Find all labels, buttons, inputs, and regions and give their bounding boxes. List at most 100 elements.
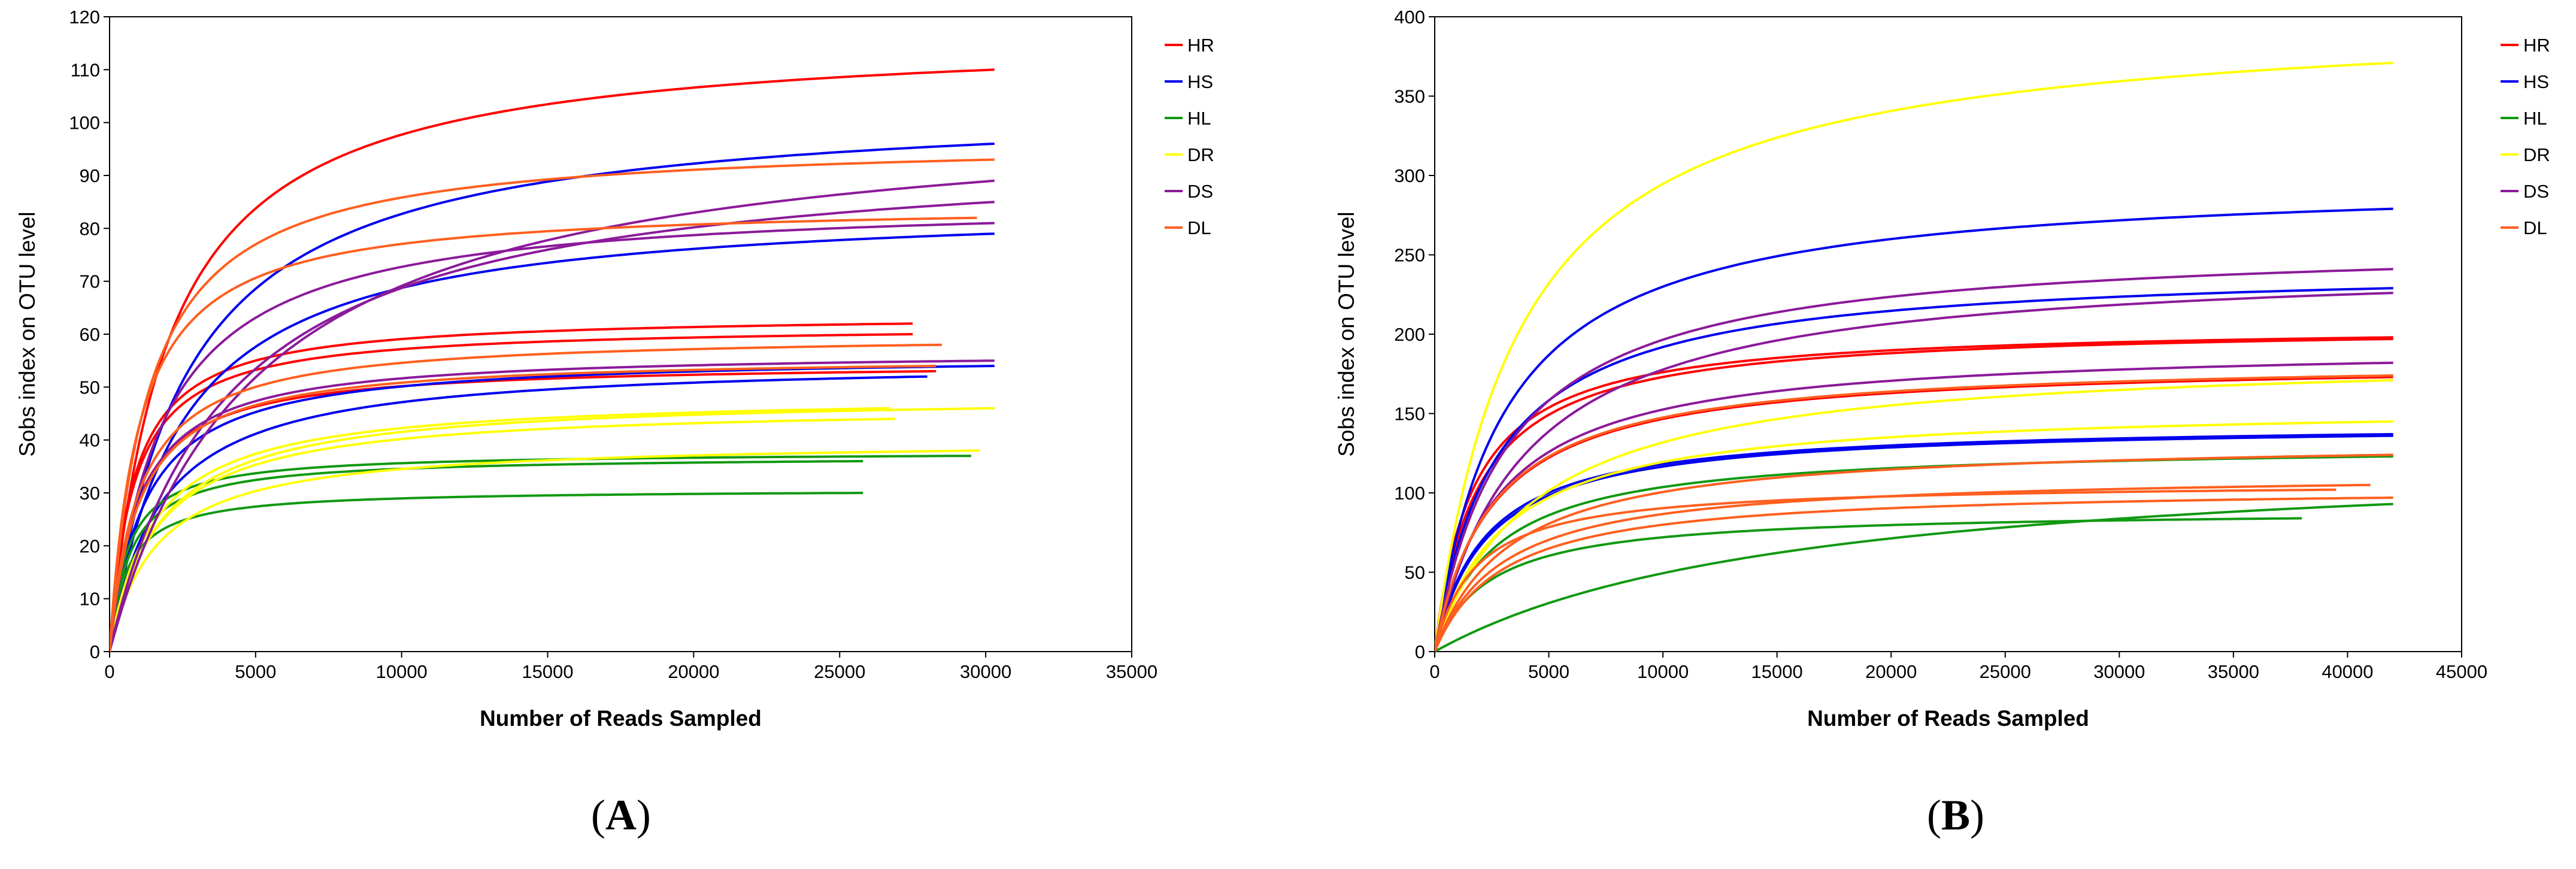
series-line-hs bbox=[110, 375, 928, 652]
legend-label-hl: HL bbox=[1187, 108, 1211, 129]
y-tick-label: 30 bbox=[80, 483, 100, 504]
series-line-dr bbox=[110, 407, 995, 652]
series-line-dl bbox=[110, 216, 977, 652]
series-line-hr bbox=[110, 333, 913, 652]
legend-label-hs: HS bbox=[2523, 71, 2549, 92]
series-line-hs bbox=[1435, 434, 2393, 652]
legend-label-hr: HR bbox=[1187, 35, 1214, 56]
x-tick-label: 45000 bbox=[2436, 661, 2487, 682]
y-tick-label: 350 bbox=[1394, 86, 1425, 107]
y-tick-label: 40 bbox=[80, 430, 100, 451]
series-line-dr bbox=[110, 407, 890, 652]
x-tick-label: 40000 bbox=[2322, 661, 2373, 682]
plot-frame bbox=[109, 16, 1132, 652]
x-tick-label: 30000 bbox=[2093, 661, 2145, 682]
series-line-dl bbox=[1435, 483, 2371, 652]
x-tick-label: 15000 bbox=[1751, 661, 1803, 682]
series-line-hl bbox=[110, 455, 971, 652]
legend-label-ds: DS bbox=[1187, 181, 1213, 202]
series-line-dl bbox=[1435, 453, 2393, 652]
x-tick-label: 30000 bbox=[960, 661, 1011, 682]
y-tick-label: 110 bbox=[71, 59, 100, 80]
y-tick-label: 10 bbox=[80, 589, 100, 610]
series-line-dl bbox=[1435, 488, 2336, 652]
legend-label-dr: DR bbox=[1187, 144, 1214, 165]
y-tick-label: 250 bbox=[1394, 245, 1425, 266]
series-line-hl bbox=[1435, 502, 2393, 652]
y-tick-label: 80 bbox=[80, 218, 100, 239]
series-line-dl bbox=[1435, 374, 2393, 652]
series-line-hr bbox=[1435, 338, 2393, 652]
x-axis-title: Number of Reads Sampled bbox=[1807, 706, 2089, 731]
series-line-hl bbox=[110, 492, 863, 652]
y-tick-label: 200 bbox=[1394, 324, 1425, 345]
x-tick-label: 25000 bbox=[814, 661, 865, 682]
plot-frame bbox=[1434, 16, 2462, 652]
x-tick-label: 35000 bbox=[1106, 661, 1157, 682]
series-line-dr bbox=[110, 449, 980, 652]
y-tick-label: 0 bbox=[90, 641, 100, 662]
series-line-ds bbox=[110, 359, 995, 652]
series-line-hs bbox=[110, 232, 995, 652]
series-line-ds bbox=[110, 222, 995, 652]
x-tick-label: 35000 bbox=[2208, 661, 2259, 682]
legend-label-dl: DL bbox=[1187, 217, 1211, 238]
y-tick-label: 400 bbox=[1394, 7, 1425, 28]
y-tick-label: 100 bbox=[69, 113, 100, 134]
chart-a-svg: 0 10 20 30 40 50 60 70 80 90 100 110 120 0 5000 10000 15… bbox=[15, 7, 1214, 731]
panel-label-b: (B) bbox=[1927, 791, 1984, 839]
x-tick-label: 20000 bbox=[668, 661, 719, 682]
chart-panel-b: 0 50 100 150 200 250 300 350 400 0 5000 10000 15000 2… bbox=[1288, 0, 2576, 869]
series-line-hs bbox=[1435, 287, 2393, 652]
legend-label-hr: HR bbox=[2523, 35, 2550, 56]
panel-label-b-text: B bbox=[1941, 791, 1971, 839]
y-tick-label: 0 bbox=[1415, 641, 1425, 662]
series-line-hs bbox=[1435, 207, 2393, 652]
series-line-ds bbox=[1435, 268, 2393, 652]
y-tick-label: 150 bbox=[1394, 404, 1425, 425]
x-tick-label: 0 bbox=[1429, 661, 1439, 682]
legend-label-hl: HL bbox=[2523, 108, 2547, 129]
chart-b-svg: 0 50 100 150 200 250 300 350 400 0 5000 10000 15000 2… bbox=[1334, 7, 2550, 731]
y-tick-label: 60 bbox=[80, 324, 100, 345]
legend-label-dr: DR bbox=[2523, 144, 2550, 165]
series-line-hs bbox=[110, 365, 995, 652]
panel-label-a: (A) bbox=[591, 791, 651, 839]
y-tick-label: 50 bbox=[1405, 562, 1425, 583]
legend-label-dl: DL bbox=[2523, 217, 2547, 238]
series-line-hl bbox=[110, 460, 863, 652]
y-tick-label: 50 bbox=[80, 377, 100, 398]
y-tick-label: 70 bbox=[80, 271, 100, 292]
y-tick-label: 90 bbox=[80, 165, 100, 186]
series-line-hs bbox=[1435, 433, 2393, 652]
series-line-ds bbox=[110, 201, 995, 652]
x-tick-label: 15000 bbox=[522, 661, 573, 682]
series-line-ds bbox=[110, 179, 995, 652]
series-line-hl bbox=[1435, 517, 2302, 652]
y-axis-title: Sobs index on OTU level bbox=[1334, 211, 1359, 456]
legend-label-hs: HS bbox=[1187, 71, 1213, 92]
series-line-dl bbox=[110, 365, 937, 652]
x-axis-title: Number of Reads Sampled bbox=[480, 706, 762, 731]
series-line-dr bbox=[1435, 420, 2393, 652]
series-line-dl bbox=[110, 343, 942, 652]
x-tick-label: 0 bbox=[104, 661, 114, 682]
x-tick-label: 10000 bbox=[376, 661, 428, 682]
series-line-hr bbox=[110, 68, 995, 652]
y-tick-label: 120 bbox=[69, 7, 100, 28]
panel-label-a-text: A bbox=[605, 791, 637, 839]
series-line-hr bbox=[110, 322, 913, 652]
series-line-hr bbox=[1435, 376, 2393, 652]
chart-panel-a: 0 10 20 30 40 50 60 70 80 90 100 110 120 0 5000 10000 15… bbox=[15, 7, 1214, 839]
series-line-dr bbox=[1435, 61, 2393, 652]
legend-label-ds: DS bbox=[2523, 181, 2549, 202]
y-axis-title: Sobs index on OTU level bbox=[15, 211, 40, 456]
y-tick-label: 20 bbox=[80, 535, 100, 556]
x-tick-label: 20000 bbox=[1865, 661, 1917, 682]
series-line-dl bbox=[1435, 496, 2393, 652]
y-tick-label: 300 bbox=[1394, 165, 1425, 186]
series-line-dr bbox=[1435, 379, 2393, 652]
x-tick-label: 25000 bbox=[1980, 661, 2031, 682]
x-tick-label: 10000 bbox=[1637, 661, 1689, 682]
series-group bbox=[110, 68, 995, 652]
